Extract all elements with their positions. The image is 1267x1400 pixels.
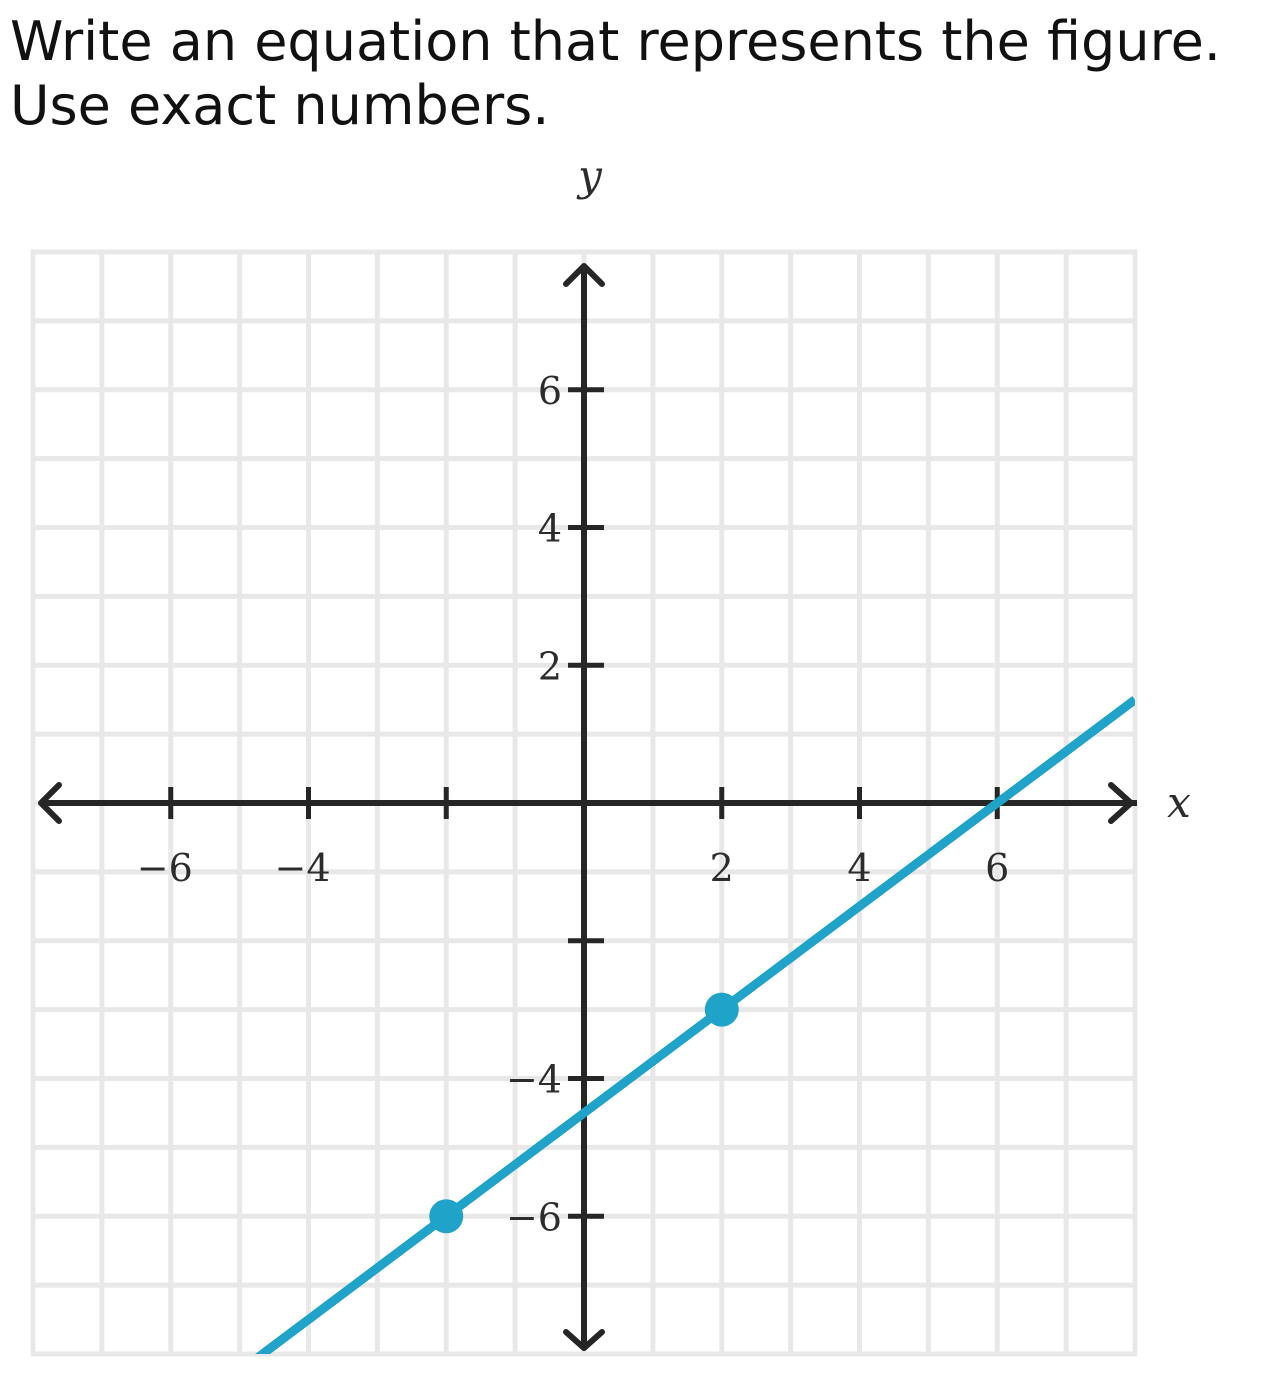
x-tick-label: 2	[710, 846, 734, 890]
axes	[38, 263, 1137, 1351]
y-tick-label: 4	[538, 507, 562, 551]
x-axis-right-arrow	[1108, 782, 1134, 824]
question-line-2: Use exact numbers.	[10, 74, 550, 137]
x-axis-label: x	[1167, 778, 1191, 827]
y-tick-label: −6	[506, 1195, 562, 1239]
x-axis-left-arrow	[38, 782, 62, 824]
x-tick-label: 4	[847, 846, 871, 890]
x-tick-label: −6	[137, 846, 193, 890]
y-tick-label: −4	[506, 1058, 562, 1102]
question-line-1: Write an equation that represents the fi…	[10, 10, 1221, 73]
tick-labels: −6 −4 2 4 6 −6 −4 2 4 6	[137, 369, 1010, 1240]
x-tick-label: 6	[985, 846, 1009, 890]
y-axis-down-arrow	[563, 1329, 605, 1351]
x-tick-label: −4	[274, 846, 330, 890]
series-line	[255, 696, 1135, 1354]
y-tick-label: 2	[538, 644, 562, 688]
data-point	[704, 992, 739, 1027]
y-axis-label: y	[576, 151, 603, 200]
data-point	[429, 1199, 464, 1234]
axis-ticks	[168, 387, 1000, 1219]
y-tick-label: 6	[538, 369, 562, 413]
data-points	[429, 992, 739, 1234]
y-axis-up-arrow	[563, 263, 605, 287]
question-text: Write an equation that represents the fi…	[10, 10, 1221, 138]
series-lines	[255, 696, 1135, 1354]
